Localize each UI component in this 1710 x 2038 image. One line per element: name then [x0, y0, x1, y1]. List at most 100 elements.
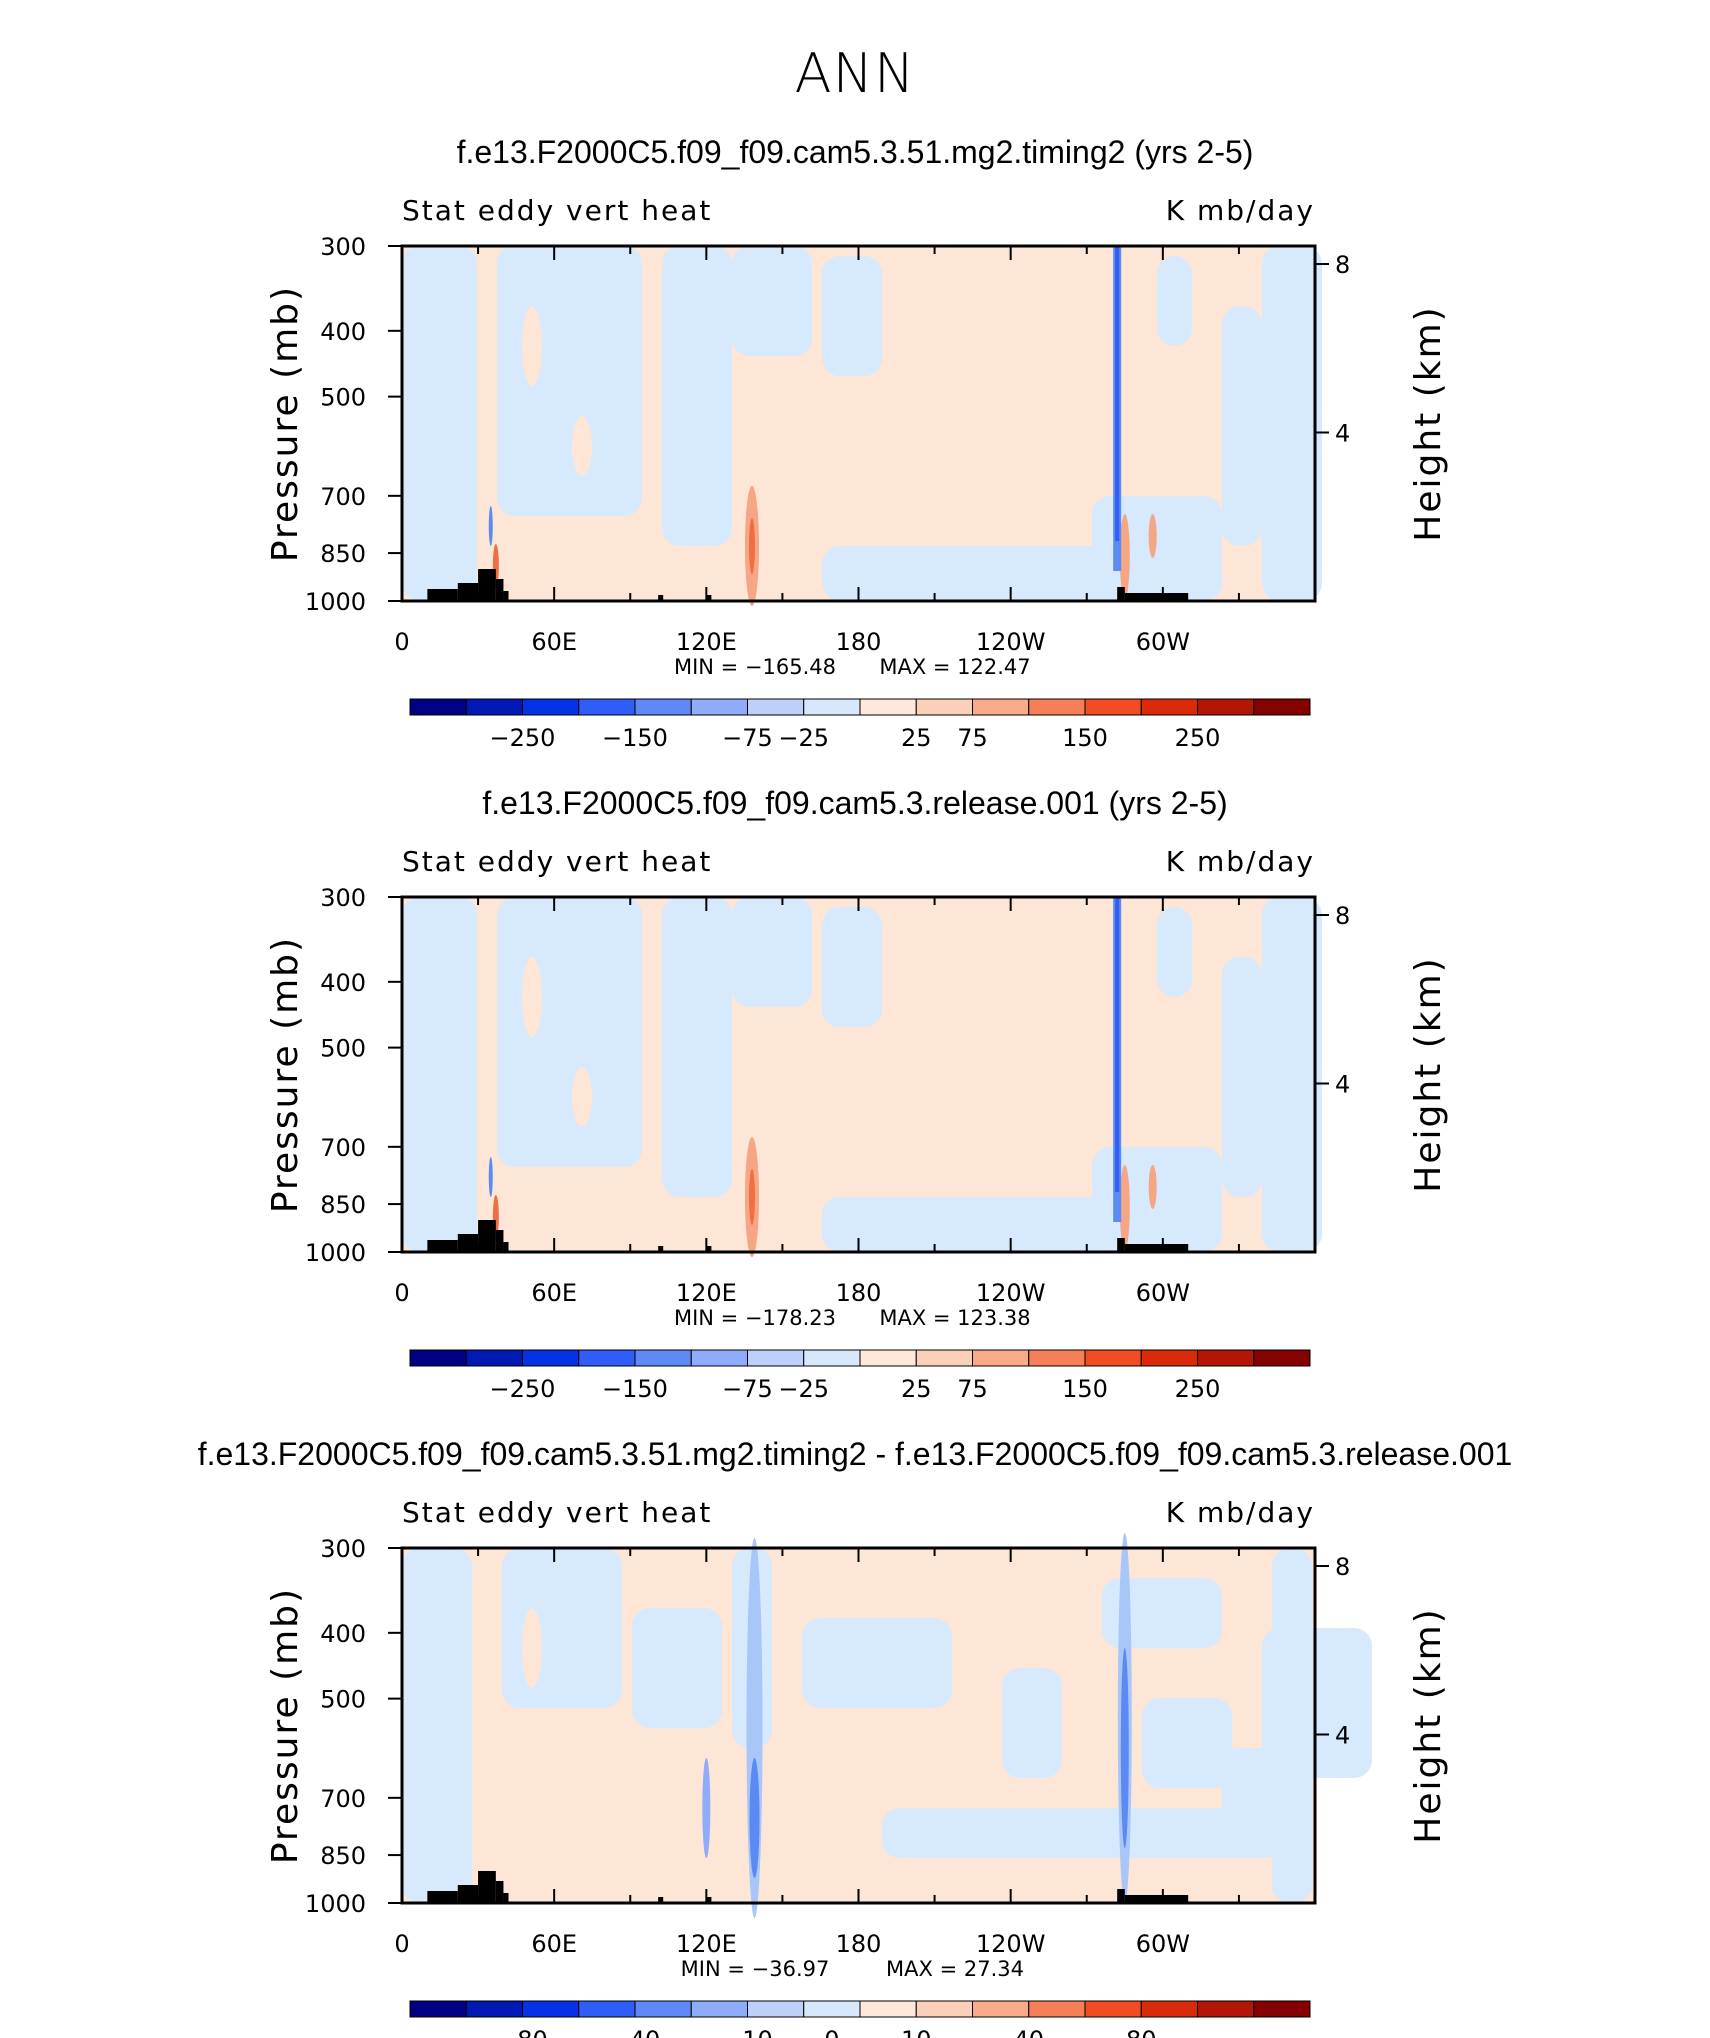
negative-region [402, 897, 477, 1252]
x-tick-label: 60W [1136, 1279, 1190, 1307]
y2-tick-label: 8 [1335, 902, 1350, 930]
colorbar-swatch [465, 2000, 523, 2018]
colorbar-label: 25 [901, 1375, 932, 1403]
colorbar-swatch [1253, 1349, 1311, 1367]
negative-max-region [1115, 246, 1120, 541]
positive-max-region [1148, 1165, 1157, 1209]
y2-tick-label: 8 [1335, 1553, 1350, 1581]
y2-tick-label: 4 [1335, 1071, 1350, 1099]
negative-max-region [749, 1758, 760, 1878]
y-tick-label: 1000 [305, 588, 366, 616]
topography [1117, 1889, 1125, 1903]
negative-max-region [488, 506, 493, 546]
units-label: K mb/day [1166, 1496, 1315, 1529]
colorbar-swatch [859, 2000, 917, 2018]
topography [503, 1893, 509, 1903]
x-tick-label: 180 [836, 1279, 882, 1307]
y-tick-label: 700 [320, 1785, 366, 1813]
negative-region [1142, 1698, 1232, 1788]
x-tick-label: 120E [676, 1279, 737, 1307]
colorbar-swatch [1084, 2000, 1142, 2018]
colorbar-label: −40 [610, 2026, 661, 2038]
negative-region [732, 897, 812, 1007]
topography [495, 1230, 504, 1252]
panel-2-title: f.e13.F2000C5.f09_f09.cam5.3.release.001… [482, 785, 1228, 821]
x-tick-label: 120E [676, 628, 737, 656]
colorbar-label: 150 [1062, 724, 1108, 752]
x-tick-label: 120W [976, 1279, 1046, 1307]
y-tick-label: 500 [320, 1035, 366, 1063]
colorbar-label: −25 [778, 1375, 829, 1403]
negative-region [802, 1618, 952, 1708]
positive-max-region [1148, 514, 1157, 558]
topography [1117, 1238, 1125, 1252]
x-tick-label: 60E [531, 1930, 577, 1958]
negative-region [402, 1548, 472, 1903]
colorbar-swatch [409, 2000, 467, 2018]
colorbar-label: 25 [901, 724, 932, 752]
colorbar-label: −25 [778, 724, 829, 752]
negative-region [402, 246, 477, 601]
y2-axis-label: Height (km) [1408, 1607, 1449, 1843]
colorbar-swatch [1140, 2000, 1198, 2018]
negative-region [1272, 1548, 1312, 1903]
colorbar-label: 250 [1175, 1375, 1221, 1403]
negative-region [1157, 256, 1192, 346]
topography [457, 1234, 479, 1252]
topography [478, 1220, 496, 1252]
y-tick-label: 850 [320, 1842, 366, 1870]
colorbar-label: 80 [1126, 2026, 1157, 2038]
colorbar-swatch [915, 2000, 973, 2018]
colorbar-swatch [1253, 698, 1311, 716]
x-tick-label: 0 [394, 1279, 409, 1307]
y-tick-label: 300 [320, 233, 366, 261]
topography [706, 1246, 712, 1252]
x-tick-label: 60E [531, 1279, 577, 1307]
negative-region [822, 256, 882, 376]
colorbar-swatch [522, 2000, 580, 2018]
positive-region [522, 1608, 542, 1688]
panel-1-title: f.e13.F2000C5.f09_f09.cam5.3.51.mg2.timi… [456, 134, 1254, 170]
x-tick-label: 60E [531, 628, 577, 656]
min-value: MIN = −178.23 [674, 1306, 836, 1330]
positive-max-region [748, 1169, 755, 1225]
topography [1117, 587, 1125, 601]
colorbar-swatch [747, 2000, 805, 2018]
topography [427, 1240, 458, 1252]
colorbar-label: 250 [1175, 724, 1221, 752]
x-tick-label: 60W [1136, 628, 1190, 656]
colorbar-label: −250 [490, 1375, 556, 1403]
negative-region [1262, 246, 1322, 601]
negative-region [1262, 1187, 1315, 1252]
positive-max-region [1119, 1165, 1130, 1249]
topography [427, 589, 458, 601]
x-tick-label: 120W [976, 1930, 1046, 1958]
negative-region [732, 246, 812, 356]
y-tick-label: 500 [320, 1686, 366, 1714]
x-tick-label: 180 [836, 1930, 882, 1958]
y-tick-label: 1000 [305, 1890, 366, 1918]
colorbar-swatch [972, 2000, 1030, 2018]
max-value: MAX = 122.47 [879, 655, 1030, 679]
negative-max-region [1120, 1648, 1129, 1848]
y2-tick-label: 8 [1335, 251, 1350, 279]
max-value: MAX = 27.34 [886, 1957, 1024, 1981]
colorbar-label: −150 [602, 1375, 668, 1403]
units-label: K mb/day [1166, 194, 1315, 227]
x-tick-label: 60W [1136, 1930, 1190, 1958]
colorbar-label: −75 [722, 724, 773, 752]
negative-region [702, 1758, 711, 1858]
positive-max-region [1119, 514, 1130, 598]
topography [658, 1246, 664, 1252]
positive-region [522, 306, 542, 386]
negative-region [1157, 907, 1192, 997]
colorbar-swatch [578, 2000, 636, 2018]
colorbar-label: −10 [722, 2026, 773, 2038]
y-axis-label: Pressure (mb) [265, 936, 306, 1213]
colorbar-label: 75 [957, 724, 988, 752]
x-tick-label: 120W [976, 628, 1046, 656]
colorbar-label: −150 [602, 724, 668, 752]
x-tick-label: 0 [394, 1930, 409, 1958]
